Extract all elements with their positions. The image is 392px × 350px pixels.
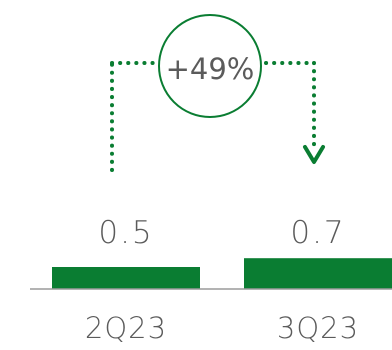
category-label-3q23: 3Q23 <box>277 311 359 345</box>
value-label-3q23: 0.7 <box>290 215 345 251</box>
arrow-down-icon <box>303 145 325 164</box>
change-circle <box>158 14 262 118</box>
change-percentage-label: +49% <box>166 52 255 86</box>
value-label-2q23: 0.5 <box>98 215 153 251</box>
category-label-2q23: 2Q23 <box>85 311 167 345</box>
bar-3q23 <box>244 258 392 289</box>
bar-2q23 <box>52 267 200 289</box>
bars-group: 0.5 2Q23 0.7 3Q23 <box>52 215 392 345</box>
